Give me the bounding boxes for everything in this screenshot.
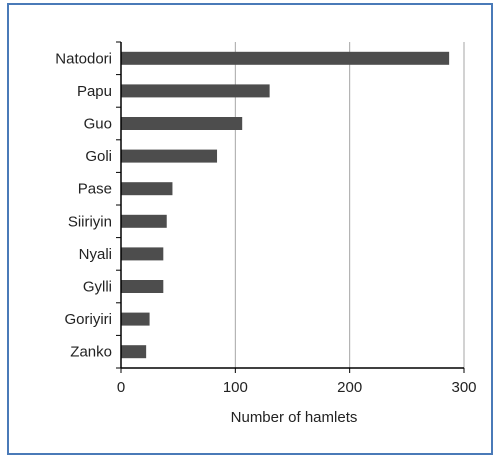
x-tick-label-0: 0 — [117, 379, 125, 396]
bar-natodori — [121, 51, 450, 65]
x-tick-label-100: 100 — [223, 379, 248, 396]
bar-pase — [121, 182, 173, 196]
category-label-siiriyin: Siiriyin — [68, 213, 112, 230]
category-label-goli: Goli — [85, 148, 112, 165]
category-label-guo: Guo — [84, 116, 112, 133]
bar-chart: 0 100 200 300 Natodori Papu Guo Goli Pase Siiriyi… — [55, 41, 477, 426]
category-label-nyali: Nyali — [79, 246, 112, 263]
category-label-gylli: Gylli — [83, 279, 112, 296]
chart-frame: 0 100 200 300 Natodori Papu Guo Goli Pase Siiriyi… — [7, 3, 493, 455]
axes — [116, 41, 465, 373]
category-label-zanko: Zanko — [70, 344, 112, 361]
x-axis-title: Number of hamlets — [231, 409, 358, 426]
bar-gylli — [121, 280, 164, 293]
x-tick-label-300: 300 — [451, 379, 476, 396]
bar-goli — [121, 149, 218, 163]
bar-zanko — [121, 345, 147, 359]
bars — [121, 51, 450, 359]
bar-siiriyin — [121, 214, 167, 228]
category-label-goriyiri: Goriyiri — [65, 311, 113, 328]
category-label-natodori: Natodori — [55, 50, 112, 67]
bar-goriyiri — [121, 312, 150, 326]
labels: 0 100 200 300 Natodori Papu Guo Goli Pase Siiriyi… — [55, 50, 476, 396]
bar-guo — [121, 117, 243, 130]
category-label-papu: Papu — [77, 83, 112, 100]
category-label-pase: Pase — [78, 181, 112, 198]
bar-papu — [121, 84, 270, 98]
bar-nyali — [121, 247, 164, 261]
x-tick-label-200: 200 — [337, 379, 362, 396]
